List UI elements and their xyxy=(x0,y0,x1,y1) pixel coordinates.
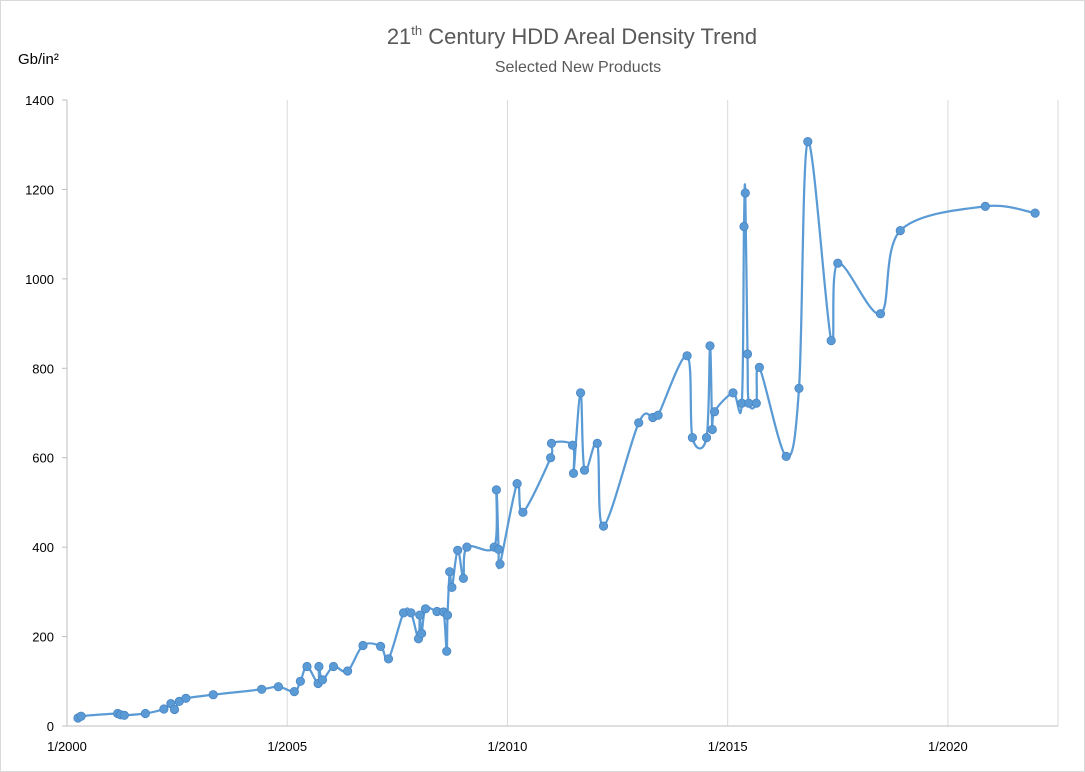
data-point xyxy=(416,628,427,639)
data-point xyxy=(273,682,283,692)
data-point xyxy=(169,704,180,715)
y-tick-label: 600 xyxy=(32,451,54,466)
data-point xyxy=(420,604,431,614)
data-point xyxy=(442,610,453,620)
data-point xyxy=(687,432,698,443)
data-point xyxy=(742,349,753,359)
data-point xyxy=(1030,208,1040,218)
x-tick-label: 1/2005 xyxy=(267,739,307,754)
data-point xyxy=(358,640,368,651)
data-point xyxy=(705,341,715,351)
data-point xyxy=(383,654,394,664)
data-point xyxy=(980,201,990,211)
y-tick-label: 200 xyxy=(32,630,54,645)
data-point xyxy=(781,451,791,461)
data-point xyxy=(289,686,299,697)
y-axis-label: Gb/in² xyxy=(18,51,59,68)
data-point xyxy=(592,438,602,448)
data-point xyxy=(295,676,305,686)
y-tick-label: 400 xyxy=(32,540,54,555)
data-point xyxy=(442,646,452,656)
data-point xyxy=(181,693,191,703)
data-point xyxy=(159,704,169,714)
chart-title-superscript: th xyxy=(411,23,422,38)
series-line xyxy=(76,140,1037,720)
data-point xyxy=(119,710,129,720)
data-point xyxy=(653,410,663,420)
data-point xyxy=(302,661,312,672)
series-density xyxy=(76,140,1037,720)
data-point xyxy=(740,188,750,198)
y-tick-label: 1000 xyxy=(25,272,54,287)
data-point xyxy=(491,485,501,495)
data-point xyxy=(518,507,528,517)
tick-labels: 1/2000 1/2005 1/2010 1/2015 1/2020 0 200 400 600… xyxy=(25,93,968,754)
data-point xyxy=(314,661,324,672)
x-tick-label: 1/2020 xyxy=(928,739,968,754)
x-tick-label: 1/2015 xyxy=(708,739,748,754)
data-point xyxy=(728,388,738,398)
data-point xyxy=(140,708,150,719)
data-point xyxy=(208,690,218,700)
data-point xyxy=(568,468,579,478)
data-point xyxy=(579,465,590,475)
chart-subtitle: Selected New Products xyxy=(495,59,661,76)
data-point xyxy=(575,388,586,398)
data-point xyxy=(739,221,749,232)
data-point xyxy=(709,407,720,417)
y-tick-label: 1400 xyxy=(25,93,54,108)
data-point xyxy=(415,610,425,620)
data-point xyxy=(512,478,522,489)
data-point xyxy=(826,335,836,346)
data-point xyxy=(794,383,804,393)
x-tick-label: 1/2000 xyxy=(47,739,87,754)
data-point xyxy=(458,573,468,584)
data-point xyxy=(406,608,416,618)
data-point xyxy=(453,545,463,555)
data-point xyxy=(803,137,813,147)
data-point xyxy=(707,424,717,435)
y-tick-label: 1200 xyxy=(25,182,54,197)
data-point xyxy=(445,567,455,577)
data-point xyxy=(754,362,765,372)
y-tick-label: 0 xyxy=(47,719,54,734)
chart-title: 21th Century HDD Areal Density Trend xyxy=(387,23,757,49)
data-point xyxy=(462,542,472,552)
data-point xyxy=(493,544,504,555)
y-tick-label: 800 xyxy=(32,361,54,376)
data-point xyxy=(375,641,386,652)
gridlines xyxy=(286,100,1059,726)
data-points xyxy=(73,137,1040,723)
data-point xyxy=(567,440,578,450)
data-point xyxy=(751,398,761,408)
data-point xyxy=(342,666,353,676)
data-point xyxy=(545,453,556,463)
data-point xyxy=(875,309,886,319)
data-point xyxy=(328,661,339,672)
data-point xyxy=(257,684,267,694)
data-point xyxy=(701,432,712,443)
data-point xyxy=(546,438,557,448)
data-point xyxy=(495,559,505,569)
data-point xyxy=(76,711,86,721)
data-point xyxy=(682,351,692,361)
data-point xyxy=(833,258,843,268)
data-point xyxy=(634,418,644,428)
data-point xyxy=(447,582,457,593)
axes xyxy=(62,99,1058,727)
data-point xyxy=(598,521,609,531)
x-tick-label: 1/2010 xyxy=(488,739,528,754)
data-point xyxy=(317,675,328,685)
data-point xyxy=(895,226,905,236)
